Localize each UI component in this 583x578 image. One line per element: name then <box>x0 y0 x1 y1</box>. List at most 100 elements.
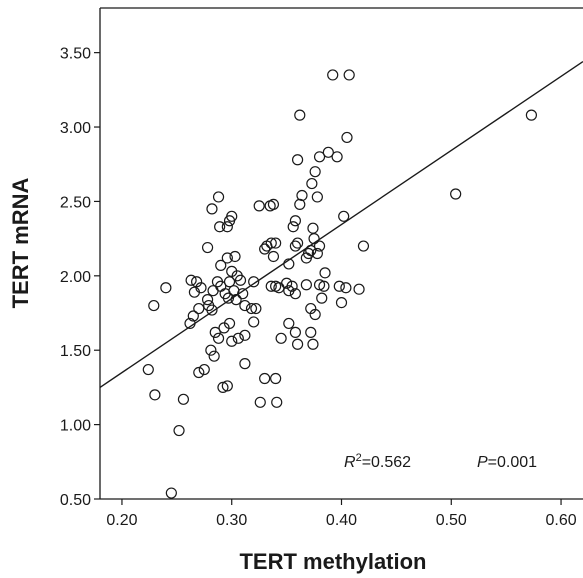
data-point <box>300 279 312 291</box>
data-point <box>265 280 277 292</box>
data-point <box>198 363 210 376</box>
data-point <box>271 396 283 408</box>
data-point <box>338 210 350 222</box>
x-tick-label: 0.40 <box>326 512 357 529</box>
data-point <box>309 308 321 321</box>
x-tick-label: 0.50 <box>436 512 467 529</box>
data-point <box>283 317 295 330</box>
p-symbol: P <box>477 454 488 471</box>
data-point <box>259 243 271 255</box>
data-point <box>267 198 280 210</box>
data-point <box>316 292 328 304</box>
data-point <box>223 276 236 288</box>
data-point <box>193 366 205 379</box>
y-tick-label: 2.50 <box>60 194 91 211</box>
data-point <box>248 316 260 328</box>
data-point <box>165 487 177 499</box>
y-tick-label: 3.50 <box>60 46 91 63</box>
p-value-annotation: P=0.001 <box>477 454 537 471</box>
data-point <box>226 335 238 347</box>
data-point <box>217 381 229 394</box>
data-point <box>245 302 258 315</box>
data-point <box>226 210 238 222</box>
data-point <box>218 322 230 334</box>
data-point <box>291 154 304 166</box>
data-point <box>286 280 298 292</box>
data-point <box>205 344 217 356</box>
data-point <box>287 221 299 233</box>
x-axis-ticks: 0.20 0.30 0.40 0.50 0.60 <box>106 499 577 529</box>
data-point <box>311 247 323 260</box>
data-point <box>291 338 304 350</box>
r-squared-value: =0.562 <box>362 454 411 471</box>
data-point <box>307 222 319 234</box>
data-point <box>173 424 185 437</box>
data-point <box>208 350 220 362</box>
data-point <box>333 280 345 292</box>
data-point <box>239 299 251 312</box>
y-tick-label: 3.00 <box>60 120 91 137</box>
data-point <box>250 302 262 315</box>
data-point <box>229 250 241 263</box>
data-point <box>142 363 154 376</box>
data-point <box>201 294 214 306</box>
data-point <box>177 393 190 405</box>
data-point <box>309 166 321 178</box>
data-point <box>226 265 238 277</box>
y-axis-title: TERT mRNA <box>8 178 33 309</box>
data-point <box>215 259 227 272</box>
data-point <box>239 358 251 370</box>
data-point <box>311 191 323 203</box>
data-point <box>525 109 538 121</box>
data-point <box>193 302 205 315</box>
data-point <box>270 372 282 385</box>
x-tick-label: 0.60 <box>545 512 576 529</box>
data-point <box>201 241 214 254</box>
data-point <box>149 389 161 401</box>
y-tick-label: 1.50 <box>60 343 91 360</box>
data-point <box>343 69 355 81</box>
p-value: =0.001 <box>488 454 537 471</box>
data-point <box>212 191 225 203</box>
data-point <box>259 372 271 385</box>
x-tick-label: 0.30 <box>216 512 247 529</box>
data-point <box>289 240 301 252</box>
data-point <box>335 297 348 309</box>
r-squared-annotation: R2=0.562 <box>344 452 411 471</box>
data-point <box>270 237 282 249</box>
data-point <box>306 177 318 190</box>
r-symbol: R <box>344 454 356 471</box>
data-point <box>353 283 365 295</box>
x-tick-label: 0.20 <box>106 512 137 529</box>
data-point <box>340 282 352 294</box>
y-tick-label: 0.50 <box>60 492 91 509</box>
data-point <box>289 326 301 338</box>
data-point <box>265 237 277 249</box>
data-point <box>319 267 331 279</box>
y-tick-label: 1.00 <box>60 418 91 435</box>
plot-frame <box>99 7 583 500</box>
data-point <box>248 276 260 288</box>
data-point <box>221 221 233 233</box>
data-point <box>281 277 293 289</box>
r-superscript: 2 <box>356 452 362 464</box>
data-point <box>214 221 226 233</box>
data-point <box>253 200 265 212</box>
data-point <box>239 329 251 341</box>
data-point <box>313 240 326 252</box>
regression-line <box>99 60 583 388</box>
data-point <box>191 276 203 288</box>
data-point <box>206 304 218 316</box>
data-point <box>160 282 172 294</box>
data-point <box>327 69 339 81</box>
data-point <box>232 332 244 344</box>
data-point <box>221 252 233 264</box>
y-tick-label: 2.00 <box>60 269 91 286</box>
data-point <box>254 396 266 408</box>
data-point <box>188 286 201 298</box>
data-point <box>322 146 334 158</box>
data-point <box>289 288 301 300</box>
data-point <box>206 203 218 215</box>
data-point <box>185 274 197 286</box>
